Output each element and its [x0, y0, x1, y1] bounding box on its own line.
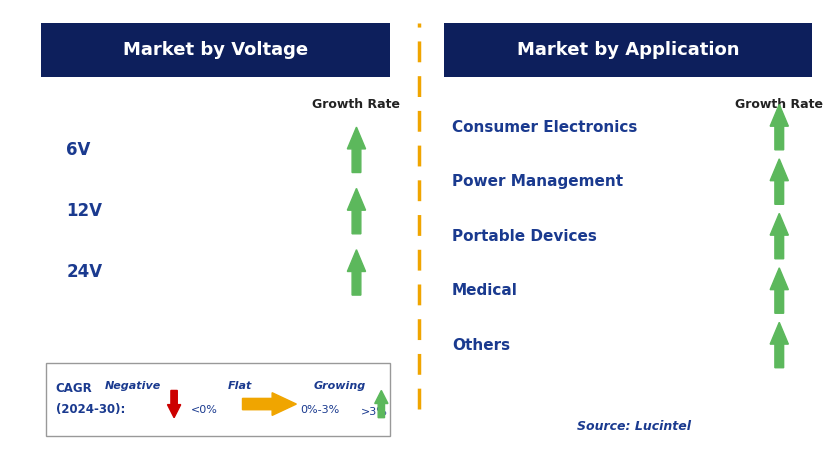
Text: Source: Lucintel: Source: Lucintel: [576, 420, 691, 433]
Text: Market by Voltage: Market by Voltage: [123, 41, 308, 59]
Text: <0%: <0%: [190, 405, 217, 415]
Text: CAGR: CAGR: [55, 382, 92, 395]
Bar: [443, 23, 811, 77]
Text: Market by Application: Market by Application: [516, 41, 739, 59]
Text: 6V: 6V: [66, 141, 90, 159]
Text: Portable Devices: Portable Devices: [451, 228, 596, 244]
Text: Power Management: Power Management: [451, 174, 622, 189]
Polygon shape: [769, 159, 787, 204]
Text: Flat: Flat: [228, 381, 253, 391]
Polygon shape: [769, 104, 787, 150]
Text: Others: Others: [451, 337, 509, 353]
Text: Medical: Medical: [451, 283, 517, 298]
Text: (2024-30):: (2024-30):: [55, 403, 125, 416]
Text: Negative: Negative: [104, 381, 161, 391]
Polygon shape: [769, 213, 787, 259]
Text: Consumer Electronics: Consumer Electronics: [451, 119, 637, 135]
Text: 12V: 12V: [66, 202, 102, 220]
Text: Growth Rate: Growth Rate: [312, 98, 400, 111]
Text: 24V: 24V: [66, 263, 103, 281]
Polygon shape: [769, 322, 787, 368]
Polygon shape: [347, 188, 365, 234]
Text: Growth Rate: Growth Rate: [734, 98, 822, 111]
Bar: [41, 23, 389, 77]
Bar: [46, 363, 389, 436]
Text: 0%-3%: 0%-3%: [300, 405, 339, 415]
Polygon shape: [374, 390, 388, 418]
Polygon shape: [167, 390, 181, 418]
Text: Growing: Growing: [313, 381, 366, 391]
Polygon shape: [769, 268, 787, 313]
Polygon shape: [347, 127, 365, 173]
Polygon shape: [242, 393, 296, 415]
Text: >3%: >3%: [360, 407, 387, 417]
Polygon shape: [347, 250, 365, 295]
